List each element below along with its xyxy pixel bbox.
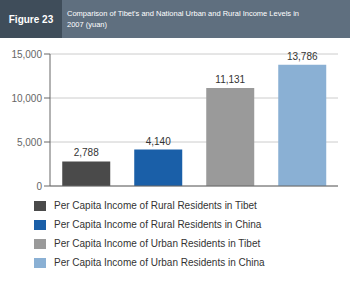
svg-text:11,131: 11,131 xyxy=(215,74,245,85)
html-text:Per Capita Income of Rural Res: Per Capita Income of Rural Residents in … xyxy=(54,200,257,211)
html-text:Figure 23: Figure 23 xyxy=(8,13,54,25)
html-text:Per Capita Income of Urban Res: Per Capita Income of Urban Residents in … xyxy=(54,238,261,249)
svg-text:15,000: 15,000 xyxy=(11,49,42,60)
svg-text:13,786: 13,786 xyxy=(287,51,318,62)
html-text:Per Capita Income of Urban Res: Per Capita Income of Urban Residents in … xyxy=(54,257,265,268)
svg-text:10,000: 10,000 xyxy=(11,93,42,104)
svg-text:5,000: 5,000 xyxy=(17,137,42,148)
svg-text:2,788: 2,788 xyxy=(74,147,99,158)
html-text:Per Capita Income of Rural Res: Per Capita Income of Rural Residents in … xyxy=(54,219,262,230)
svg-text:4,140: 4,140 xyxy=(146,136,171,147)
svg-text:0: 0 xyxy=(36,181,42,192)
html-text:Comparison of Tibet's and Nati: Comparison of Tibet's and National Urban… xyxy=(67,9,299,29)
